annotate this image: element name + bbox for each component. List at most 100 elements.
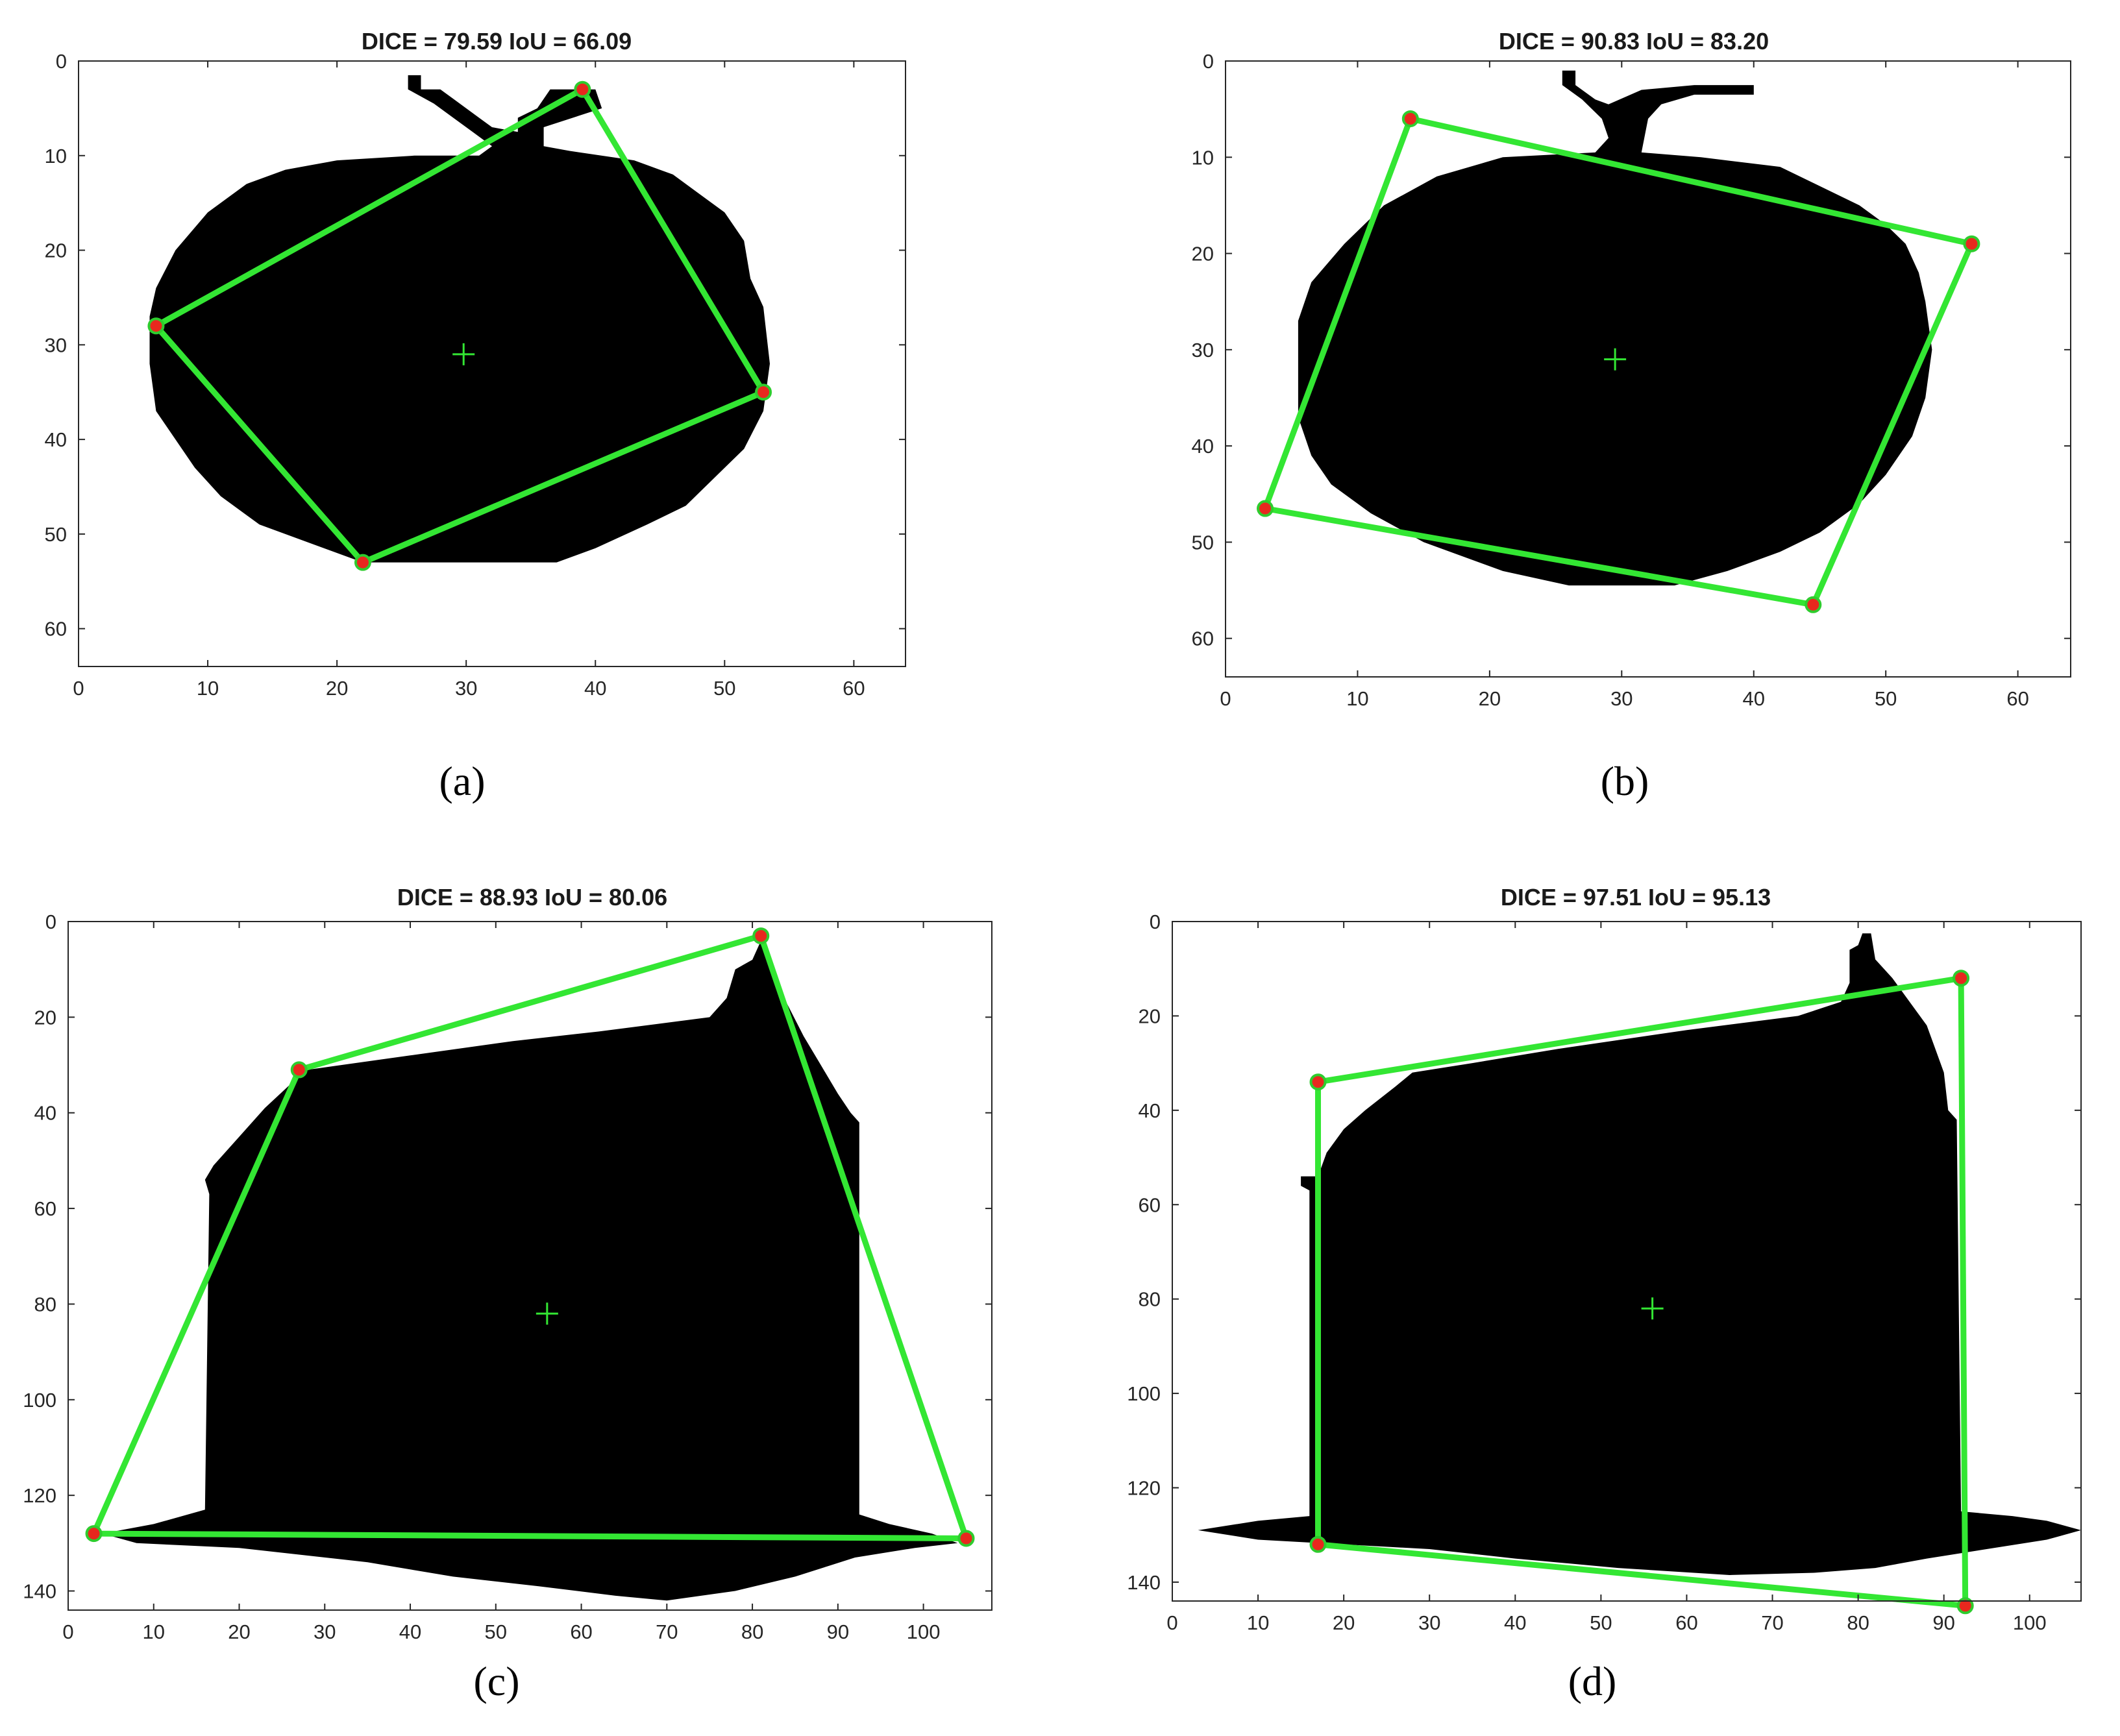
panel-b-corner-point-2	[1963, 235, 1980, 252]
panel-a-y-tick-label: 30	[45, 334, 67, 356]
panel-d-x-tick-label: 30	[1418, 1611, 1440, 1634]
panel-d-x-tick-label: 70	[1761, 1611, 1783, 1634]
panel-d-plot-area: 0 10 20 30 40 50 60 70 80 90 100 0 20 40 60 80 100 120 140	[1127, 911, 2082, 1634]
panel-a-centroid-marker	[452, 343, 475, 365]
panel-c-x-tick-label: 100	[907, 1620, 941, 1643]
panel-a-corner-point-3	[354, 554, 371, 571]
panel-d-y-tick-label: 0	[1150, 911, 1161, 933]
panel-c-y-tick-label: 40	[34, 1102, 56, 1125]
panel-c-corner-point-3	[85, 1525, 103, 1543]
panel-c-plot-area: 0 10 20 30 40 50 60 70 80 90 100 0 20 40 60 80 100 120 140	[23, 911, 992, 1643]
panel-a-y-tick-label: 10	[45, 145, 67, 167]
panel-d-x-tick-label: 10	[1247, 1611, 1269, 1634]
panel-d-x-tick-label: 90	[1932, 1611, 1954, 1634]
panel-d-corner-point-4	[1309, 1535, 1327, 1553]
panel-d-x-tick-label: 40	[1504, 1611, 1526, 1634]
panel-c-x-tick-label: 70	[656, 1620, 678, 1643]
panel-c-y-tick-label: 80	[34, 1293, 56, 1315]
panel-d-y-tick-label: 140	[1127, 1571, 1161, 1594]
panel-d-y-tick-label: 40	[1139, 1099, 1161, 1122]
panel-a-mask	[149, 75, 770, 563]
panel-b-x-tick-label: 20	[1479, 687, 1501, 710]
panel-a-corner-point-1	[574, 80, 591, 98]
panel-c-mask	[102, 940, 958, 1601]
panel-c-x-tick-label: 80	[741, 1620, 763, 1643]
panel-b-y-tick-label: 40	[1192, 435, 1214, 458]
panel-b-x-tick-label: 40	[1743, 687, 1765, 710]
panel-c-y-tick-label: 60	[34, 1197, 56, 1220]
panel-d-corner-point-3	[1956, 1597, 1974, 1615]
panel-b-y-tick-label: 20	[1192, 243, 1214, 265]
panel-c-x-tick-label: 20	[228, 1620, 250, 1643]
panel-b-x-tick-label: 0	[1220, 687, 1231, 710]
panel-c-x-tick-label: 30	[314, 1620, 336, 1643]
panel-a: DICE = 79.59 IoU = 66.09 0 10 20 30 40 50 60 0 1…	[45, 28, 906, 804]
panel-b-y-tick-label: 10	[1192, 146, 1214, 169]
panel-b-x-tick-label: 30	[1610, 687, 1633, 710]
panel-b-corner-point-3	[1805, 596, 1822, 613]
panel-c-corner-point-1	[752, 927, 770, 945]
panel-a-x-tick-label: 40	[584, 677, 606, 700]
panel-b-caption: (b)	[1601, 758, 1649, 804]
panel-c-y-tick-label: 20	[34, 1006, 56, 1029]
panel-d-caption: (d)	[1568, 1658, 1617, 1704]
panel-b-centroid-marker	[1604, 348, 1627, 371]
panel-d-axes-frame	[1172, 921, 2082, 1602]
panel-b-corner-point-1	[1401, 110, 1419, 127]
panel-d-corner-point-2	[1953, 970, 1970, 987]
panel-c-x-tick-label: 10	[143, 1620, 165, 1643]
panel-a-x-tick-label: 30	[455, 677, 477, 700]
panel-b-plot-area: 0 10 20 30 40 50 60 0 10 20 30 40 50 60	[1192, 50, 2071, 710]
panel-c-y-tick-label: 100	[23, 1389, 56, 1412]
panel-d-y-tick-label: 20	[1139, 1005, 1161, 1027]
panel-b-axes-frame	[1225, 60, 2071, 678]
panel-a-x-tick-label: 50	[713, 677, 735, 700]
panel-a-y-tick-label: 0	[56, 50, 67, 73]
panel-a-corner-point-4	[147, 317, 165, 335]
panel-d-centroid-marker	[1641, 1297, 1664, 1320]
panel-b-title: DICE = 90.83 IoU = 83.20	[1499, 28, 1769, 55]
panel-a-plot-area: 0 10 20 30 40 50 60 0 10 20 30 40 50 60	[45, 50, 906, 700]
panel-d-x-tick-label: 60	[1675, 1611, 1697, 1634]
panel-a-axes-frame	[78, 60, 906, 667]
panel-a-y-tick-label: 50	[45, 523, 67, 546]
panel-b-corner-point-4	[1257, 500, 1274, 517]
panel-d-x-tick-label: 20	[1333, 1611, 1355, 1634]
panel-c-y-tick-label: 140	[23, 1580, 56, 1603]
panel-a-x-tick-label: 0	[73, 677, 84, 700]
panel-c-centroid-marker	[536, 1302, 558, 1325]
panel-b: DICE = 90.83 IoU = 83.20 0 10 20 30 40 50 60 0 1…	[1192, 28, 2071, 804]
panel-c-x-tick-label: 50	[485, 1620, 507, 1643]
panel-c-axes-frame	[68, 921, 992, 1611]
panel-b-x-tick-label: 50	[1875, 687, 1897, 710]
panel-a-x-tick-label: 20	[326, 677, 348, 700]
panel-a-y-tick-label: 40	[45, 428, 67, 451]
panel-b-y-tick-label: 0	[1203, 50, 1214, 73]
panel-c-corner-point-2	[957, 1530, 975, 1547]
panel-b-y-tick-label: 30	[1192, 339, 1214, 361]
panel-c-title: DICE = 88.93 IoU = 80.06	[397, 884, 667, 911]
panel-d-x-tick-label: 50	[1590, 1611, 1612, 1634]
panel-b-y-tick-label: 60	[1192, 628, 1214, 650]
panel-d-y-tick-label: 60	[1139, 1193, 1161, 1216]
panel-c-y-tick-label: 120	[23, 1484, 56, 1507]
panel-a-y-tick-label: 20	[45, 239, 67, 262]
panel-d-title: DICE = 97.51 IoU = 95.13	[1501, 884, 1771, 911]
panel-d-corner-point-1	[1309, 1073, 1327, 1091]
panel-a-corner-point-2	[755, 384, 772, 401]
panel-a-x-tick-label: 60	[843, 677, 865, 700]
panel-a-y-tick-label: 60	[45, 618, 67, 641]
panel-d-y-tick-label: 80	[1139, 1288, 1161, 1311]
panel-d-y-tick-label: 100	[1127, 1382, 1161, 1405]
panel-c-y-tick-label: 0	[45, 911, 56, 933]
panel-b-y-tick-label: 50	[1192, 531, 1214, 554]
panel-c-x-tick-label: 0	[62, 1620, 73, 1643]
panel-c: DICE = 88.93 IoU = 80.06 0 10 20 30 40 50 60 70…	[23, 884, 992, 1704]
panel-d-x-tick-label: 100	[2013, 1611, 2047, 1634]
panel-c-x-tick-label: 90	[827, 1620, 849, 1643]
panel-c-x-tick-label: 40	[399, 1620, 421, 1643]
panel-c-corner-point-4	[290, 1061, 308, 1079]
panel-a-caption: (a)	[439, 758, 485, 804]
panel-d: DICE = 97.51 IoU = 95.13 0 10 20 30 40 50 60 70…	[1127, 884, 2082, 1704]
